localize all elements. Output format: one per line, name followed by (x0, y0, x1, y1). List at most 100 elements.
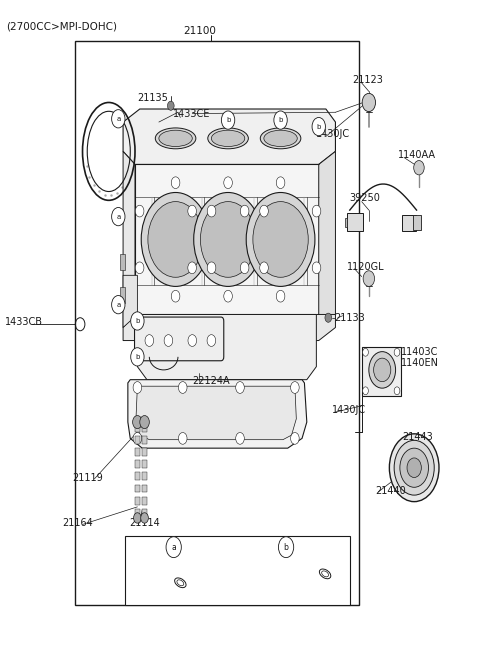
Ellipse shape (208, 128, 248, 149)
Polygon shape (135, 164, 319, 328)
Circle shape (240, 205, 249, 217)
Circle shape (179, 432, 187, 444)
Polygon shape (345, 218, 348, 227)
Circle shape (363, 348, 368, 356)
Polygon shape (136, 386, 296, 440)
Bar (142, 448, 147, 456)
Text: 1573JK: 1573JK (229, 585, 261, 594)
Ellipse shape (264, 130, 297, 147)
Text: 22124A: 22124A (192, 376, 230, 386)
Text: a: a (116, 214, 120, 219)
Circle shape (312, 262, 321, 274)
Circle shape (274, 111, 287, 129)
Circle shape (253, 202, 308, 277)
Circle shape (400, 448, 429, 487)
Text: 11403C: 11403C (401, 347, 439, 357)
Circle shape (112, 295, 125, 314)
Circle shape (414, 160, 424, 175)
Circle shape (188, 262, 196, 274)
Text: 1433CE: 1433CE (173, 109, 211, 119)
Text: 1573GF: 1573GF (134, 578, 169, 588)
Bar (134, 509, 140, 517)
Circle shape (141, 193, 210, 286)
Circle shape (276, 290, 285, 302)
Circle shape (240, 262, 249, 274)
Text: 21164: 21164 (62, 518, 93, 528)
Circle shape (224, 177, 232, 189)
Text: 21123: 21123 (352, 75, 383, 84)
Circle shape (207, 205, 216, 217)
Circle shape (188, 205, 196, 217)
Circle shape (394, 348, 400, 356)
Circle shape (362, 94, 375, 111)
Circle shape (133, 432, 142, 444)
Bar (134, 448, 140, 456)
Ellipse shape (211, 130, 245, 147)
Polygon shape (128, 380, 307, 448)
Bar (142, 460, 147, 468)
Text: 21443: 21443 (402, 432, 433, 442)
Circle shape (164, 335, 173, 346)
Circle shape (133, 513, 141, 523)
Text: 1120GL: 1120GL (348, 262, 385, 272)
Circle shape (246, 193, 315, 286)
Polygon shape (137, 314, 316, 380)
Bar (348, 213, 363, 231)
Circle shape (373, 358, 391, 382)
Circle shape (290, 432, 299, 444)
Text: 1433CB: 1433CB (5, 317, 43, 328)
Bar (134, 460, 140, 468)
Circle shape (194, 193, 263, 286)
Circle shape (140, 415, 149, 428)
Circle shape (236, 382, 244, 394)
Circle shape (312, 117, 325, 136)
Circle shape (260, 205, 268, 217)
Text: 21114: 21114 (129, 518, 160, 528)
Circle shape (389, 434, 439, 502)
Text: 21100: 21100 (183, 26, 216, 36)
Circle shape (394, 440, 434, 495)
Text: 21119: 21119 (72, 472, 103, 483)
Circle shape (188, 335, 197, 346)
Polygon shape (123, 275, 137, 328)
Bar (402, 215, 416, 231)
Circle shape (166, 536, 181, 557)
Polygon shape (319, 151, 336, 328)
Circle shape (363, 387, 368, 395)
Text: (2700CC>MPI-DOHC): (2700CC>MPI-DOHC) (6, 21, 117, 31)
Circle shape (135, 205, 144, 217)
Circle shape (171, 290, 180, 302)
Text: b: b (135, 354, 140, 360)
Bar (142, 509, 147, 517)
Circle shape (369, 352, 396, 388)
Circle shape (312, 205, 321, 217)
Circle shape (207, 262, 216, 274)
Circle shape (224, 290, 232, 302)
Text: 1140AA: 1140AA (398, 149, 436, 160)
Bar (413, 215, 421, 230)
Text: b: b (284, 543, 288, 552)
Circle shape (179, 382, 187, 394)
Text: 21440: 21440 (375, 485, 406, 496)
Circle shape (290, 382, 299, 394)
Circle shape (141, 513, 148, 523)
Polygon shape (123, 151, 135, 328)
Circle shape (112, 109, 125, 128)
Bar (142, 472, 147, 480)
Polygon shape (123, 109, 336, 164)
Ellipse shape (159, 130, 192, 147)
Bar (362, 347, 401, 396)
Text: b: b (226, 117, 230, 123)
Text: a: a (171, 543, 176, 552)
Text: 21133: 21133 (335, 312, 365, 323)
Text: b: b (135, 318, 140, 324)
Ellipse shape (260, 128, 301, 149)
Text: 1430JC: 1430JC (316, 129, 350, 139)
Circle shape (168, 101, 174, 110)
Text: 1430JC: 1430JC (332, 405, 366, 415)
Text: 1140EN: 1140EN (401, 358, 439, 368)
Polygon shape (123, 314, 336, 341)
Circle shape (407, 458, 421, 477)
Text: a: a (116, 116, 120, 122)
Circle shape (133, 382, 142, 394)
